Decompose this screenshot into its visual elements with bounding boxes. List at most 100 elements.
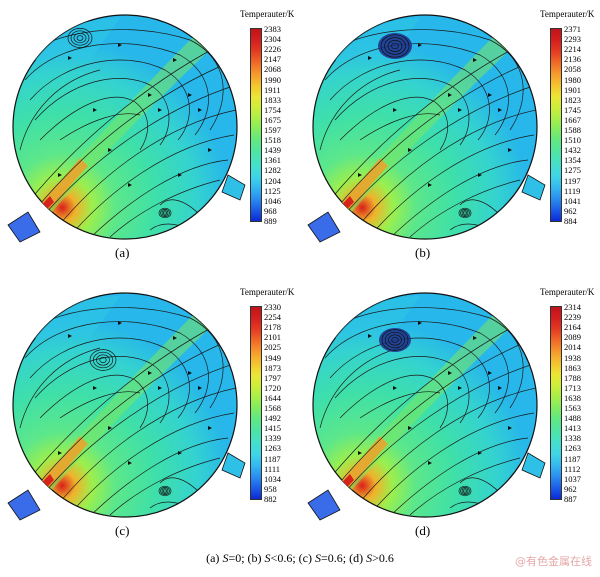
colorbar-tick-label: 1518 (264, 135, 281, 146)
caption-a-var: S (222, 551, 229, 565)
colorbar-tick-label: 1911 (264, 84, 281, 95)
colorbar-tick-label: 1361 (264, 155, 281, 166)
colorbar-tick-label: 1197 (564, 175, 581, 186)
colorbar-tick-label: 2293 (564, 34, 581, 45)
figure-caption: (a) S=0; (b) S<0.6; (c) S=0.6; (d) S>0.6 (0, 551, 600, 566)
colorbar-tick-label: 1338 (564, 433, 581, 444)
inlet-nozzle (307, 211, 341, 243)
colorbar-tick-label: 1046 (264, 195, 281, 206)
colorbar-tick-label: 1754 (264, 104, 281, 115)
legend-title: Temperauter/K (540, 9, 595, 19)
panel-b: Temperauter/K 2371 2293 2214 2136 2058 1980 190… (300, 0, 600, 270)
colorbar-tick-label: 1797 (264, 372, 281, 383)
caption-c-suffix: =0.6; (320, 551, 350, 565)
colorbar-tick-label: 2254 (264, 312, 281, 323)
panel-label: (d) (415, 523, 431, 538)
colorbar-tick-label: 1112 (564, 463, 581, 474)
colorbar-tick-label: 2058 (564, 64, 581, 75)
colorbar-tick-label: 1354 (564, 155, 581, 166)
caption-d-suffix: >0.6 (372, 551, 394, 565)
legend-title: Temperauter/K (240, 9, 295, 19)
caption-b-suffix: <0.6; (270, 551, 299, 565)
colorbar-tick-label: 962 (564, 483, 577, 494)
colorbar-tick-label: 1568 (264, 403, 281, 414)
outlet-notch (221, 174, 246, 201)
flow-field-b (307, 14, 546, 243)
outlet-notch (521, 174, 546, 201)
colorbar-tick-label: 1901 (564, 84, 581, 95)
colorbar-tick-label: 1713 (564, 382, 581, 393)
colorbar (250, 28, 262, 222)
colorbar-tick-label: 1282 (264, 165, 281, 176)
colorbar-tick-label: 2089 (564, 332, 581, 343)
colorbar-tick-label: 1833 (264, 94, 281, 105)
legend-title: Temperauter/K (540, 287, 595, 297)
outlet-notch (521, 452, 546, 479)
colorbar-tick-label: 2371 (564, 24, 581, 34)
vortex-eye (67, 28, 93, 48)
colorbar-tick-label: 962 (564, 205, 577, 216)
colorbar-tick-label: 2226 (264, 44, 281, 55)
outlet-notch (221, 452, 246, 479)
flow-field-c (7, 292, 246, 521)
colorbar-tick-label: 1119 (564, 185, 581, 196)
colorbar-tick-label: 1980 (564, 74, 581, 85)
caption-a-suffix: =0; (228, 551, 248, 565)
colorbar-tick-label: 958 (264, 483, 277, 494)
vortex-eye (458, 485, 472, 497)
colorbar-tick-label: 1745 (564, 104, 581, 115)
vortex-eye (378, 33, 412, 59)
caption-d-var: S (366, 551, 373, 565)
colorbar-tick-label: 2147 (264, 54, 281, 65)
colorbar (550, 306, 562, 500)
colorbar-tick-label: 1644 (264, 392, 281, 403)
caption-c-var: S (314, 551, 321, 565)
streamlines (319, 307, 537, 517)
colorbar-tick-label: 1788 (564, 372, 581, 383)
colorbar-tick-label: 2014 (564, 342, 581, 353)
inlet-nozzle (7, 489, 41, 521)
caption-c-prefix: (c) (298, 551, 315, 565)
legend-title: Temperauter/K (240, 287, 295, 297)
colorbar-tick-label: 2330 (264, 302, 281, 312)
colorbar-tick-label: 1720 (264, 382, 281, 393)
colorbar-tick-label: 2214 (564, 44, 581, 55)
colorbar-tick-label: 1111 (264, 463, 281, 474)
panel-a: Temperauter/K 2383 2304 2226 2147 2068 1990 191… (0, 0, 300, 270)
colorbar-tick-label: 2178 (264, 322, 281, 333)
colorbar-tick-label: 1638 (564, 392, 581, 403)
streamlines (19, 307, 237, 517)
streamlines (19, 29, 237, 239)
colorbar-tick-label: 1125 (264, 185, 281, 196)
colorbar-tick-label: 1563 (564, 403, 581, 414)
colorbar-tick-label: 2136 (564, 54, 581, 65)
colorbar-tick-label: 2383 (264, 24, 281, 34)
colorbar-tick-label: 882 (264, 494, 277, 504)
vortex-eye (158, 485, 172, 497)
colorbar-tick-label: 1413 (564, 423, 581, 434)
flow-field-a (7, 14, 246, 243)
colorbar-tick-label: 884 (564, 216, 577, 226)
colorbar-tick-label: 968 (264, 205, 277, 216)
colorbar-tick-label: 1432 (564, 145, 581, 156)
colorbar-tick-label: 1263 (564, 443, 581, 454)
colorbar-tick-label: 1492 (264, 413, 281, 424)
colorbar-tick-label: 889 (264, 216, 277, 226)
colorbar-tick-label: 2239 (564, 312, 581, 323)
colorbar-tick-label: 2164 (564, 322, 581, 333)
caption-d-prefix: (d) (349, 551, 367, 565)
colorbar-tick-label: 1938 (564, 352, 581, 363)
colorbar-tick-label: 1204 (264, 175, 281, 186)
caption-a-prefix: (a) (206, 551, 223, 565)
panel-d: Temperauter/K 2314 2239 2164 2089 2014 1938 186… (300, 278, 600, 548)
vortex-eye (379, 328, 411, 352)
colorbar-tick-label: 1439 (264, 145, 281, 156)
colorbar-tick-label: 887 (564, 494, 577, 504)
colorbar-tick-label: 1667 (564, 114, 581, 125)
colorbar-tick-label: 1263 (264, 443, 281, 454)
colorbar-tick-label: 1037 (564, 473, 581, 484)
caption-b-prefix: (b) (247, 551, 265, 565)
colorbar-tick-label: 1041 (564, 195, 581, 206)
streamlines (319, 29, 537, 239)
colorbar (250, 306, 262, 500)
